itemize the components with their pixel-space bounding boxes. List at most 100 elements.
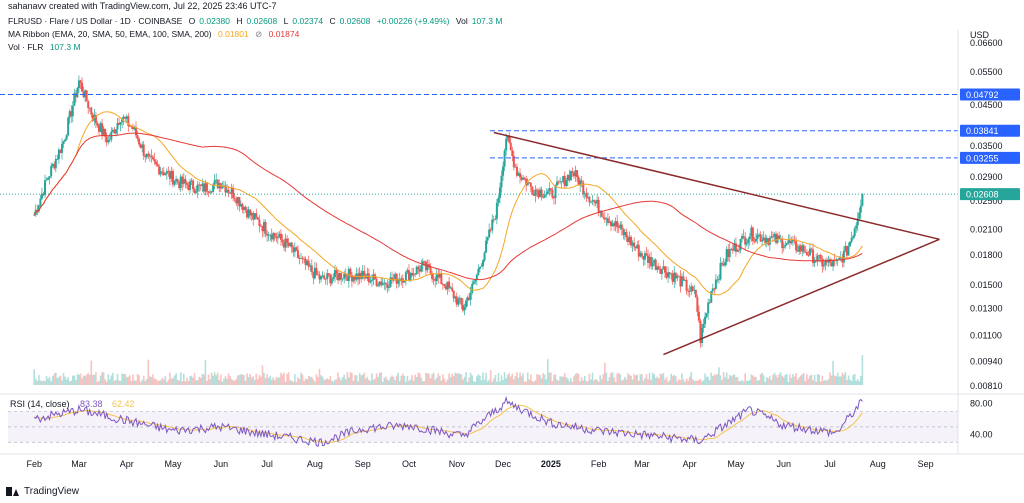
volume-bar [479,375,481,385]
volume-bar [354,374,356,385]
volume-bar [613,377,615,385]
x-tick-label: 2025 [541,459,561,469]
candle-body [259,225,262,227]
candle-body [745,242,748,245]
ohlc-high-value: 0.02608 [246,16,278,26]
chart-caption: sahanavv created with TradingView.com, J… [8,1,277,11]
candle-body [765,238,768,244]
volume-bar [173,375,176,385]
candle-body [225,189,228,193]
volume-bar [847,375,850,385]
volume-bar [130,381,133,385]
candle-body [810,248,813,250]
candle-body [454,296,457,299]
candle-body [216,179,219,189]
volume-bar [278,377,281,385]
candle-body [275,236,278,239]
volume-bar [574,373,577,385]
candle-body [443,284,446,286]
volume-bar [423,380,426,385]
candle-body [768,237,771,245]
volume-bar [246,373,248,385]
candle-body [694,289,697,298]
volume-bar [252,376,255,385]
volume-bar [832,360,834,385]
candle-body [37,205,40,212]
candle-body [787,240,790,243]
volume-bar [451,373,453,385]
candle-body [751,227,754,241]
candle-body [748,236,751,240]
x-tick-label: Mar [634,459,650,469]
volume-bar [372,379,375,385]
volume-bar [61,380,63,385]
volume-bar [257,379,259,385]
volume-bar [667,381,669,385]
volume-bar [93,374,96,385]
volume-bar [622,379,625,385]
volume-bar [841,372,844,385]
ma-sma200-line [33,132,863,281]
candle-body [708,302,711,304]
candle-body [170,170,173,179]
volume-bar [662,373,665,385]
candle-body [101,123,104,135]
candle-body [249,209,252,216]
volume-bar [213,372,216,385]
volume-bar [537,374,540,385]
candle-body [384,282,387,285]
volume-bar [553,374,555,385]
ma-ribbon-label: MA Ribbon (EMA, 20, SMA, 50, EMA, 100, S… [8,29,212,39]
volume-bar [772,374,774,385]
volume-bar [135,380,137,385]
candle-body [660,268,663,274]
candle-body [67,117,70,136]
volume-bar [82,375,85,385]
volume-bar [580,377,583,385]
footer-brand: TradingView [6,486,79,497]
volume-bar [807,378,810,385]
volume-bar [812,380,814,385]
volume-bar [530,374,532,385]
volume-bar [506,374,509,385]
candle-body [85,90,88,102]
volume-bar [341,377,344,385]
candle-body [461,304,464,311]
candle-body [628,236,631,242]
candle-body [304,258,307,266]
rsi-value: 83.38 [80,399,103,409]
candle-body [861,194,864,206]
volume-bar [203,374,205,385]
volume-bar [374,378,376,385]
volume-bar [343,374,346,385]
volume-bar [255,373,258,385]
candle-body [306,260,309,266]
volume-bar [761,372,763,385]
volume-bar [169,372,171,385]
candle-body [770,236,773,238]
candle-body [739,238,742,251]
candle-body [535,189,538,191]
candle-body [232,188,235,199]
candle-body [671,273,674,282]
volume-bar [548,372,551,385]
volume-bar [398,381,401,385]
candle-body [785,242,788,245]
candle-body [704,316,707,324]
volume-bar [207,374,210,385]
candle-body [133,127,136,130]
volume-bar [477,374,480,385]
candle-body [403,280,406,283]
candle-body [560,181,563,183]
candle-body [378,281,381,286]
ma-separator-icon: ⊘ [255,29,263,39]
volume-bar [92,374,94,385]
volume-bar [647,379,649,385]
volume-bar [355,375,358,385]
candle-body [828,259,831,263]
candle-body [70,111,73,117]
volume-bar [152,374,154,385]
volume-bar [167,379,170,385]
volume-bar [699,378,702,385]
candle-body [338,272,341,281]
